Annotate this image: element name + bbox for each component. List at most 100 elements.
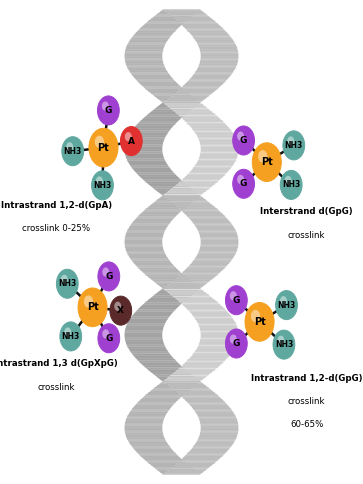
Polygon shape [125,147,162,149]
Polygon shape [134,219,174,221]
Polygon shape [200,247,238,249]
Polygon shape [125,49,163,51]
Polygon shape [125,337,163,340]
Polygon shape [157,98,197,100]
Polygon shape [200,49,238,51]
Polygon shape [187,309,227,312]
Polygon shape [125,242,162,244]
Text: NH3: NH3 [282,181,300,189]
Polygon shape [187,172,227,175]
Polygon shape [125,154,163,156]
Polygon shape [185,361,225,363]
Polygon shape [199,249,237,251]
Polygon shape [183,26,223,28]
Polygon shape [189,219,229,221]
Polygon shape [198,137,237,140]
Polygon shape [126,249,164,251]
Polygon shape [200,144,238,147]
Polygon shape [183,305,223,307]
Polygon shape [201,147,238,149]
Polygon shape [187,451,227,454]
Polygon shape [154,96,195,98]
Polygon shape [134,77,174,79]
Polygon shape [160,103,200,105]
Polygon shape [193,73,233,75]
Polygon shape [198,323,237,326]
Polygon shape [136,451,176,454]
Polygon shape [193,258,233,260]
Polygon shape [168,282,209,284]
Text: NH3: NH3 [277,301,295,310]
Polygon shape [130,73,170,75]
Polygon shape [166,198,206,200]
Polygon shape [148,205,189,207]
Polygon shape [192,407,231,409]
Polygon shape [126,45,165,47]
Polygon shape [177,114,218,117]
Polygon shape [129,411,168,414]
Polygon shape [160,10,200,12]
Polygon shape [185,268,225,270]
Polygon shape [125,425,162,428]
Polygon shape [185,454,225,456]
Polygon shape [195,226,234,228]
Polygon shape [136,358,176,361]
Polygon shape [201,335,238,337]
Polygon shape [183,270,223,272]
Circle shape [258,150,268,163]
Polygon shape [193,131,233,133]
Polygon shape [132,446,171,449]
Text: X: X [117,306,124,315]
Polygon shape [125,51,163,54]
Polygon shape [148,19,189,21]
Text: Intrastrand 1,3 d(GpXpG): Intrastrand 1,3 d(GpXpG) [0,360,118,368]
Circle shape [56,269,78,298]
Polygon shape [154,282,195,284]
Polygon shape [197,439,236,442]
Polygon shape [143,179,183,182]
Polygon shape [193,224,233,226]
Circle shape [61,275,68,284]
Polygon shape [136,172,176,175]
Polygon shape [174,463,215,465]
Polygon shape [185,307,225,309]
Polygon shape [183,398,223,400]
Polygon shape [148,112,189,114]
Polygon shape [125,328,163,330]
Polygon shape [163,196,203,198]
Text: G: G [240,136,247,145]
Polygon shape [140,84,180,86]
Polygon shape [172,279,212,282]
Text: NH3: NH3 [58,279,77,288]
Polygon shape [174,391,215,393]
Polygon shape [130,351,170,353]
Polygon shape [130,38,170,40]
Text: A: A [128,136,135,146]
Polygon shape [197,254,236,256]
Polygon shape [163,193,203,196]
Polygon shape [163,100,203,103]
Polygon shape [129,133,168,135]
Text: G: G [105,334,113,343]
Polygon shape [160,288,200,291]
Text: Pt: Pt [87,302,98,312]
Polygon shape [140,212,180,214]
Polygon shape [126,65,165,68]
Polygon shape [132,221,171,224]
Polygon shape [180,179,220,182]
Circle shape [102,329,109,338]
Polygon shape [126,344,165,347]
Polygon shape [168,96,209,98]
Circle shape [96,176,103,186]
Polygon shape [157,377,197,379]
Polygon shape [125,340,163,342]
Polygon shape [126,435,164,437]
Polygon shape [195,163,234,166]
Polygon shape [125,433,163,435]
Polygon shape [200,433,238,435]
Circle shape [285,176,291,185]
Circle shape [114,302,121,311]
Text: NH3: NH3 [62,332,80,341]
Polygon shape [200,244,238,247]
Polygon shape [148,184,189,186]
